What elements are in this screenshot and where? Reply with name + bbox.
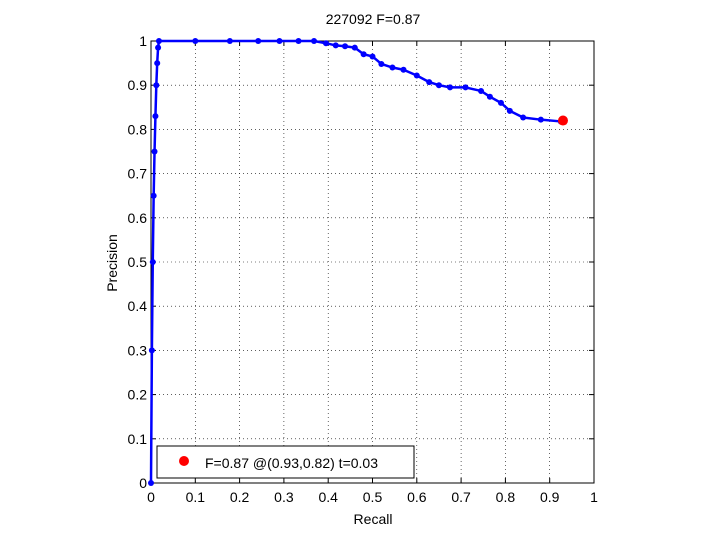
series-point (537, 116, 544, 123)
series-point (155, 38, 162, 44)
y-tick-label: 0 (139, 475, 147, 491)
series-point (351, 44, 358, 51)
best-f-point (557, 115, 568, 126)
axis-ticks: 0 0.1 0.2 0.3 0.4 0.5 0.6 0.7 0.8 0.9 1 0 0.1 0.2 0.3 0… (128, 33, 599, 505)
series-point (311, 38, 318, 44)
y-tick-label: 0.5 (128, 254, 148, 270)
y-tick-label: 0.6 (128, 210, 148, 226)
series-point (148, 480, 154, 486)
series-point (226, 38, 233, 44)
series-point (520, 114, 527, 121)
series-point (378, 60, 385, 67)
x-tick-label: 0.9 (540, 489, 560, 505)
series-point (255, 38, 262, 44)
series-point (497, 99, 504, 106)
series-point (447, 84, 454, 91)
y-tick-label: 0.9 (128, 77, 148, 93)
legend-box (156, 445, 415, 479)
series-point (154, 60, 161, 67)
series-point (149, 259, 156, 265)
series-point (153, 82, 160, 89)
series-point (413, 72, 420, 79)
y-tick-label: 0.1 (128, 431, 148, 447)
x-tick-label: 0.8 (496, 489, 516, 505)
y-tick-label: 0.8 (128, 121, 148, 137)
y-tick-label: 0.7 (128, 166, 148, 182)
grid (151, 41, 594, 483)
y-axis-label: Precision (104, 234, 120, 292)
series-point (332, 42, 339, 49)
x-tick-label: 0.2 (230, 489, 250, 505)
series-point (389, 64, 396, 71)
series-point (276, 38, 283, 44)
series-point (295, 38, 302, 44)
x-tick-label: 0.1 (186, 489, 206, 505)
y-tick-label: 0.2 (128, 387, 148, 403)
series-point (426, 79, 433, 86)
series-point (151, 148, 158, 155)
series-point (486, 93, 493, 100)
series-point (322, 40, 329, 47)
series-point (150, 192, 157, 199)
x-tick-label: 1 (590, 489, 598, 505)
y-tick-label: 0.3 (128, 342, 148, 358)
series-point (369, 53, 376, 60)
series-point (400, 66, 407, 73)
legend-label: F=0.87 @(0.93,0.82) t=0.03 (205, 455, 378, 471)
x-tick-label: 0.6 (407, 489, 427, 505)
series-point (192, 38, 199, 44)
y-tick-label: 0.4 (128, 298, 148, 314)
series-point (148, 347, 155, 354)
x-tick-label: 0.5 (363, 489, 383, 505)
x-tick-label: 0.4 (318, 489, 338, 505)
y-tick-label: 1 (139, 33, 147, 49)
series-point (478, 87, 485, 94)
x-tick-label: 0 (147, 489, 155, 505)
legend-marker (179, 456, 189, 466)
series-point (155, 44, 162, 51)
x-axis-label: Recall (354, 511, 393, 527)
series-point (152, 113, 159, 120)
legend: F=0.87 @(0.93,0.82) t=0.03 (156, 445, 415, 479)
x-tick-label: 0.3 (274, 489, 294, 505)
chart-title: 227092 F=0.87 (326, 11, 421, 27)
x-tick-label: 0.7 (451, 489, 471, 505)
series-point (506, 107, 513, 114)
series-point (462, 84, 469, 91)
series-point (360, 51, 367, 58)
series-point (435, 82, 442, 89)
series-point (342, 43, 349, 50)
series-group (148, 38, 568, 486)
